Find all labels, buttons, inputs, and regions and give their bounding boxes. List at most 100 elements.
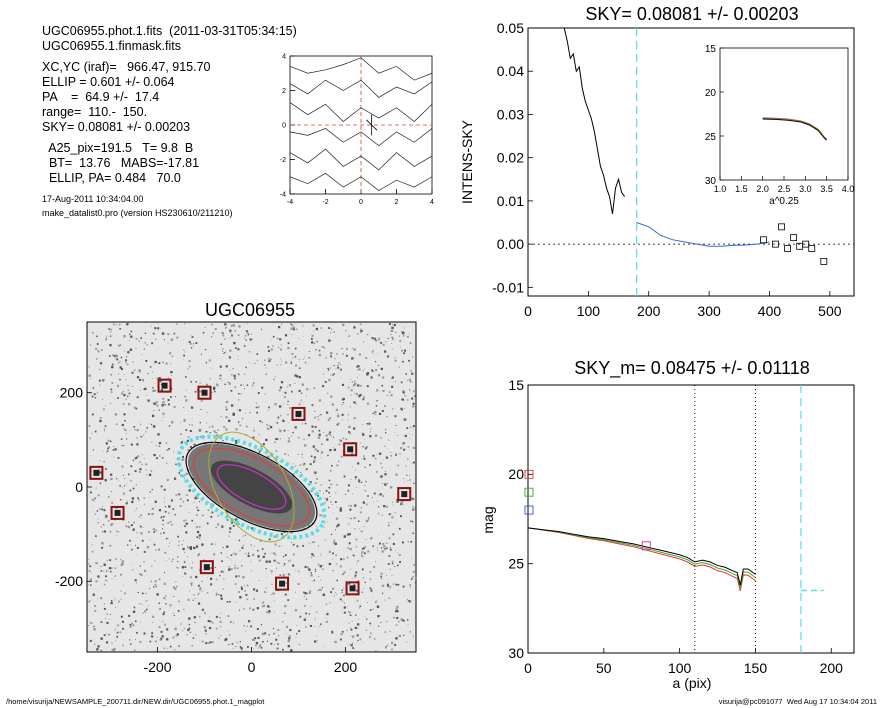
noise-pixel	[165, 362, 168, 365]
noise-pixel	[138, 378, 141, 382]
noise-pixel	[319, 490, 321, 492]
noise-pixel	[315, 635, 317, 637]
noise-pixel	[361, 553, 363, 555]
noise-pixel	[339, 439, 342, 442]
noise-pixel	[327, 454, 329, 457]
noise-pixel	[161, 635, 164, 638]
noise-pixel	[179, 505, 182, 508]
noise-pixel	[354, 392, 356, 394]
noise-pixel	[105, 337, 107, 339]
noise-pixel	[199, 640, 201, 642]
noise-pixel	[245, 366, 247, 369]
noise-pixel	[409, 631, 411, 633]
noise-pixel	[301, 392, 303, 394]
noise-pixel	[126, 438, 128, 440]
noise-pixel	[290, 531, 293, 534]
noise-pixel	[352, 466, 353, 468]
noise-pixel	[390, 451, 392, 453]
noise-pixel	[362, 577, 365, 579]
noise-pixel	[132, 610, 136, 613]
noise-pixel	[265, 373, 268, 376]
noise-pixel	[180, 622, 182, 624]
noise-pixel	[337, 422, 340, 425]
noise-pixel	[402, 391, 405, 394]
noise-pixel	[189, 429, 192, 433]
noise-pixel	[139, 461, 142, 463]
noise-pixel	[153, 531, 155, 533]
noise-pixel	[363, 396, 365, 399]
noise-pixel	[127, 544, 129, 546]
noise-pixel	[211, 425, 214, 428]
noise-pixel	[186, 546, 188, 548]
noise-pixel	[344, 602, 346, 604]
noise-pixel	[398, 584, 400, 586]
noise-pixel	[137, 462, 139, 464]
sky-point	[808, 245, 816, 252]
noise-pixel	[328, 550, 331, 553]
noise-pixel	[374, 337, 376, 340]
noise-pixel	[300, 399, 302, 401]
noise-pixel	[130, 330, 133, 333]
noise-pixel	[151, 342, 154, 345]
noise-pixel	[161, 457, 164, 459]
noise-pixel	[151, 325, 153, 327]
noise-pixel	[376, 400, 378, 402]
noise-pixel	[189, 547, 192, 551]
contour-line	[289, 79, 433, 98]
y-tick-label: 4	[282, 53, 286, 60]
noise-pixel	[134, 428, 136, 431]
noise-pixel	[97, 350, 100, 353]
noise-pixel	[384, 599, 386, 601]
noise-pixel	[152, 371, 154, 373]
noise-pixel	[151, 632, 154, 635]
noise-pixel	[182, 630, 184, 632]
noise-pixel	[278, 389, 281, 392]
noise-pixel	[324, 539, 326, 541]
noise-pixel	[97, 575, 100, 578]
noise-pixel	[226, 556, 229, 558]
noise-pixel	[230, 554, 233, 557]
noise-pixel	[95, 347, 98, 350]
noise-pixel	[291, 390, 293, 393]
noise-pixel	[317, 576, 320, 578]
noise-pixel	[387, 337, 389, 340]
noise-pixel	[357, 580, 360, 582]
noise-pixel	[119, 324, 121, 326]
noise-pixel	[105, 442, 108, 445]
noise-pixel	[219, 374, 222, 377]
noise-pixel	[376, 453, 378, 455]
noise-pixel	[268, 424, 270, 426]
red-ellipse	[192, 447, 311, 527]
noise-pixel	[361, 433, 365, 436]
noise-pixel	[162, 519, 164, 522]
inset-y-tick-label: 15	[705, 44, 717, 55]
noise-pixel	[246, 323, 248, 324]
inset-y-tick-label: 20	[705, 88, 717, 99]
noise-pixel	[347, 557, 349, 559]
noise-pixel	[361, 591, 363, 593]
noise-pixel	[399, 608, 401, 609]
noise-pixel	[385, 341, 387, 343]
noise-pixel	[166, 449, 169, 451]
noise-pixel	[400, 503, 402, 506]
noise-pixel	[92, 387, 95, 389]
noise-pixel	[133, 624, 135, 626]
noise-pixel	[350, 628, 353, 631]
noise-pixel	[277, 416, 280, 419]
noise-pixel	[375, 339, 378, 342]
noise-pixel	[136, 429, 139, 432]
noise-pixel	[232, 324, 236, 327]
noise-pixel	[162, 620, 164, 622]
noise-pixel	[205, 430, 208, 433]
noise-pixel	[335, 368, 337, 370]
noise-pixel	[365, 539, 367, 541]
noise-pixel	[156, 404, 159, 407]
noise-pixel	[287, 454, 289, 456]
noise-pixel	[369, 622, 372, 625]
noise-pixel	[345, 330, 347, 332]
noise-pixel	[136, 507, 138, 509]
noise-pixel	[125, 525, 128, 528]
noise-pixel	[313, 456, 316, 459]
noise-pixel	[382, 585, 384, 587]
noise-pixel	[209, 378, 211, 380]
